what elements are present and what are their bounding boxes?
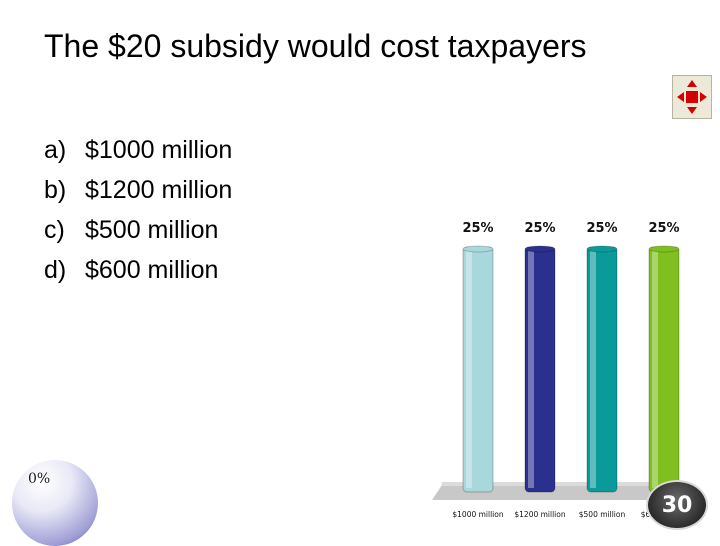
option-text: $1000 million bbox=[85, 136, 233, 164]
bar-highlight-1 bbox=[466, 251, 472, 488]
chart-floor-top bbox=[442, 482, 682, 486]
option-b: b) $1200 million bbox=[44, 170, 232, 210]
option-text: $600 million bbox=[85, 256, 219, 284]
chart-floor bbox=[432, 485, 682, 500]
bar-cap-3 bbox=[586, 245, 618, 253]
bar-highlight-2 bbox=[528, 251, 534, 488]
option-letter: d) bbox=[44, 256, 67, 284]
bar-cap-4 bbox=[648, 245, 680, 253]
bar-value-label: 25% bbox=[524, 221, 555, 236]
bar-cap-1 bbox=[462, 245, 494, 253]
category-label: $1200 million bbox=[514, 510, 565, 519]
grid-move-icon[interactable] bbox=[672, 75, 712, 119]
bar-value-label: 25% bbox=[648, 221, 679, 236]
bar-highlight-4 bbox=[652, 251, 658, 488]
option-a: a) $1000 million bbox=[44, 130, 232, 170]
answer-options: a) $1000 million b) $1200 million c) $500 m… bbox=[44, 130, 232, 290]
option-d: d) $600 million bbox=[44, 250, 232, 290]
response-percent-bubble bbox=[12, 460, 98, 546]
option-c: c) $500 million bbox=[44, 210, 232, 250]
bar-highlight-3 bbox=[590, 251, 596, 488]
response-percent-text: 0% bbox=[28, 471, 51, 487]
option-text: $500 million bbox=[85, 216, 219, 244]
grid-move-icon-graphic bbox=[677, 80, 707, 114]
results-bar-chart: 25% $1000 million 25% $1200 million 25% $500 … bbox=[432, 221, 687, 519]
bar-value-label: 25% bbox=[586, 221, 617, 236]
slide-title: The $20 subsidy would cost taxpayers bbox=[44, 28, 587, 64]
category-label: $1000 million bbox=[452, 510, 503, 519]
bar-cap-2 bbox=[524, 245, 556, 253]
option-letter: b) bbox=[44, 176, 67, 204]
countdown-timer: 30 bbox=[648, 482, 706, 528]
bar-value-label: 25% bbox=[462, 221, 493, 236]
category-label: $500 million bbox=[579, 510, 626, 519]
option-text: $1200 million bbox=[85, 176, 233, 204]
option-letter: a) bbox=[44, 136, 67, 164]
option-letter: c) bbox=[44, 216, 65, 244]
